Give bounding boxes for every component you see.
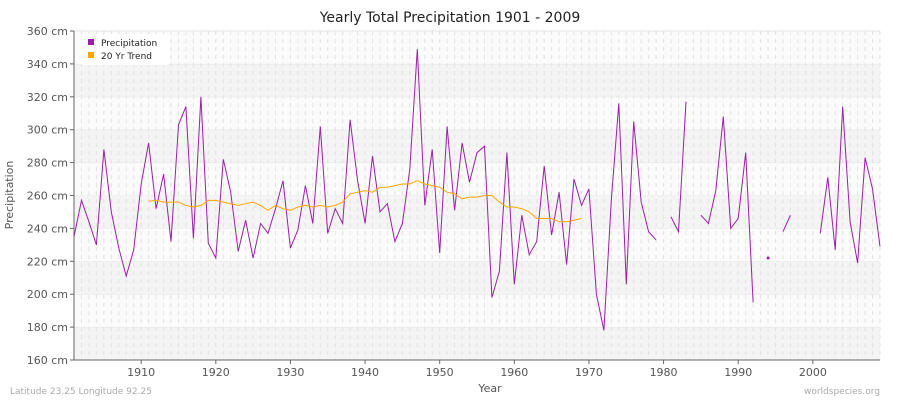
x-tick-label: 1990 [724,366,752,379]
y-tick-label: 360 cm [27,25,68,38]
y-tick-label: 160 cm [27,354,68,367]
legend-label-precipitation: Precipitation [101,39,157,49]
footer-source: worldspecies.org [804,387,880,397]
trend-line [148,180,582,223]
x-tick-label: 1940 [351,366,379,379]
y-tick-label: 260 cm [27,190,68,203]
x-tick-label: 2000 [799,366,827,379]
precipitation-point [766,256,770,260]
y-tick-label: 200 cm [27,288,68,301]
x-tick-label: 1970 [575,366,603,379]
x-tick-label: 1980 [650,366,678,379]
x-axis-label: Year [477,382,502,395]
x-tick-label: 1920 [202,366,230,379]
y-tick-label: 240 cm [27,222,68,235]
y-tick-label: 320 cm [27,91,68,104]
legend-swatch-trend [88,52,94,58]
legend-swatch-precipitation [88,39,94,45]
x-tick-label: 1960 [500,366,528,379]
precipitation-line [670,101,687,234]
legend: Precipitation 20 Yr Trend [80,34,170,65]
y-tick-label: 220 cm [27,255,68,268]
x-tick-label: 1930 [276,366,304,379]
precipitation-line [700,116,754,303]
chart-title: Yearly Total Precipitation 1901 - 2009 [319,10,581,26]
y-tick-label: 280 cm [27,157,68,170]
x-tick-label: 1950 [426,366,454,379]
legend-label-trend: 20 Yr Trend [101,52,152,62]
y-tick-label: 180 cm [27,321,68,334]
y-tick-label: 300 cm [27,124,68,137]
x-tick-label: 1910 [127,366,155,379]
precipitation-line [73,49,657,331]
y-axis-label: Precipitation [3,161,16,230]
footer-location: Latitude 23.25 Longitude 92.25 [10,387,152,397]
precipitation-line [819,106,881,263]
y-tick-label: 340 cm [27,58,68,71]
precipitation-line [782,214,791,232]
